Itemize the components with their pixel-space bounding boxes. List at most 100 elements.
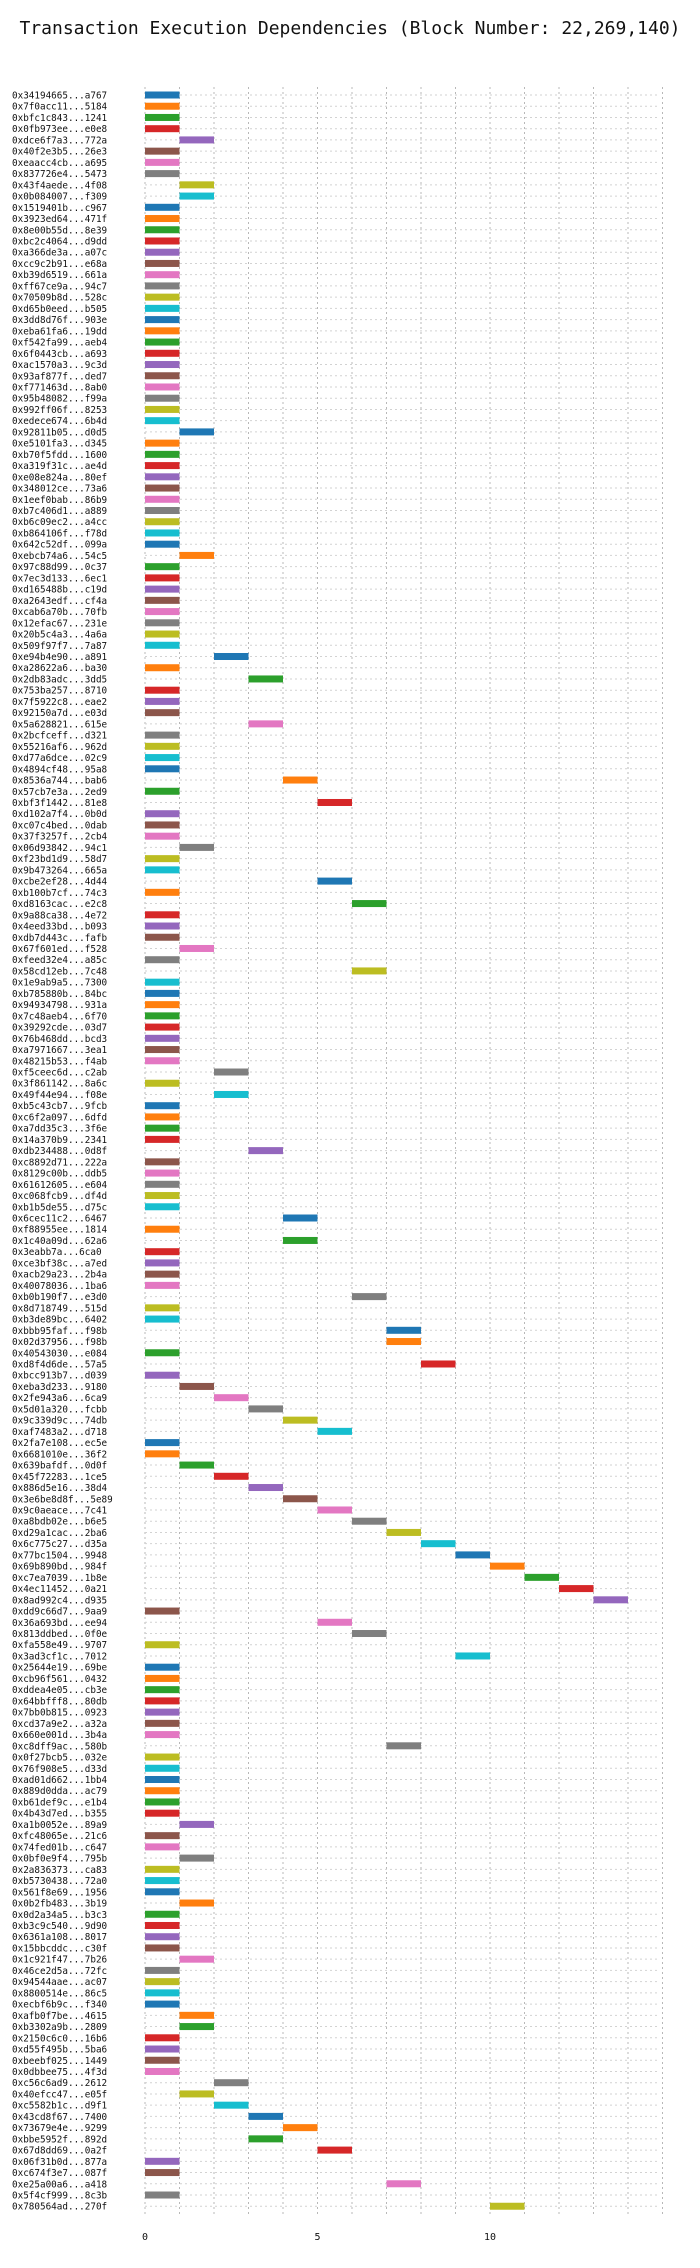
y-tick-label: 0x0b2fb483...3b19 [12,1899,107,1910]
transaction-bar [145,1259,180,1267]
transaction-bar [179,843,214,851]
transaction-bar [145,1776,180,1783]
transaction-bar [145,259,180,267]
transaction-bar [145,1169,180,1177]
y-tick-label: 0x6361a108...8017 [12,1932,107,1943]
transaction-bar [145,1607,180,1615]
y-tick-label: 0xf771463d...8ab0 [12,382,107,393]
y-tick-label: 0x94544aae...ac07 [12,1977,107,1988]
transaction-bar [145,1113,180,1121]
y-tick-label: 0xb70f5fdd...1600 [12,450,107,461]
y-tick-label: 0x660e001d...3b4a [12,1730,107,1741]
transaction-bar [248,2112,283,2120]
y-tick-label: 0xddea4e05...cb3e [12,1685,108,1696]
y-tick-label: 0x20b5c4a3...4a6a [12,630,107,641]
y-tick-label: 0x73679e4e...9299 [12,2123,107,2134]
y-tick-label: 0x3eabb7a...6ca0 [12,1247,102,1258]
y-tick-label: 0x0d2a34a5...b3c3 [12,1910,107,1921]
transaction-bar [145,1910,180,1918]
y-tick-label: 0xbf3f1442...81e8 [12,798,107,809]
y-tick-label: 0xb785880b...84bc [12,989,107,1000]
transaction-bar [145,372,180,380]
transaction-bar [145,1978,180,1986]
transaction-bar [145,1001,180,1009]
transaction-bar [145,596,180,604]
transaction-bar [386,1338,421,1346]
transaction-bar [145,1708,180,1716]
transaction-bar [145,1281,180,1289]
y-tick-label: 0x93af877f...ded7 [12,371,107,382]
y-tick-label: 0x992ff06f...8253 [12,405,107,416]
y-tick-label: 0x8e00b55d...8e39 [12,225,107,236]
y-tick-label: 0x6f0443cb...a693 [12,349,107,360]
y-tick-label: 0xc7ea7039...1b8e [12,1573,108,1584]
transaction-bar [145,1225,180,1233]
y-tick-label: 0x76b468dd...bcd3 [12,1034,107,1045]
transaction-bar [145,450,180,458]
y-tick-label: 0x61612605...e604 [12,1180,108,1191]
y-tick-label: 0x8d718749...515d [12,1303,107,1314]
transaction-bar [145,1023,180,1031]
transaction-bar [283,1236,318,1244]
y-tick-label: 0x12efac67...231e [12,618,108,629]
y-tick-label: 0xb3c9c540...9d90 [12,1921,107,1932]
transaction-bar [145,641,180,649]
y-tick-label: 0xce3bf38c...a7ed [12,1258,107,1269]
transaction-bar [559,1585,594,1593]
y-tick-label: 0xcab6a70b...70fb [12,607,108,618]
transaction-bar [145,473,180,481]
y-tick-label: 0xc674f3e7...087f [12,2168,107,2179]
transaction-bar [179,136,214,144]
transaction-bar [214,1090,249,1098]
transaction-bar [145,462,180,470]
transaction-bar [283,2124,318,2132]
y-tick-label: 0x2bcfceff...d321 [12,731,107,742]
y-tick-label: 0x45f72283...1ce5 [12,1472,107,1483]
y-tick-label: 0xe08e824a...80ef [12,472,107,483]
y-tick-label: 0xb61def9c...e1b4 [12,1797,108,1808]
transaction-bar [145,978,180,986]
y-tick-label: 0x9a88ca38...4e72 [12,910,107,921]
transaction-bar [317,877,352,885]
y-tick-label: 0xb1b5de55...d75c [12,1202,107,1213]
transaction-bar [145,2169,180,2177]
y-tick-label: 0x2fe943a6...6ca9 [12,1393,107,1404]
y-tick-label: 0xb100b7cf...74c3 [12,888,107,899]
transaction-bar [317,1427,352,1435]
transaction-bar [145,731,180,739]
y-tick-label: 0xd65b0eed...b505 [12,304,107,315]
y-tick-label: 0x7f0acc11...5184 [12,102,108,113]
transaction-bar [145,304,180,312]
y-tick-label: 0xc6f2a097...6dfd [12,1112,107,1123]
transaction-bar [145,1787,180,1795]
y-tick-label: 0xa7971667...3ea1 [12,1045,107,1056]
transaction-bar [352,1630,387,1638]
transaction-bar [145,697,180,705]
y-tick-label: 0x2150c6c0...16b6 [12,2033,107,2044]
transaction-bar [145,540,180,548]
y-tick-label: 0xd8f4d6de...57a5 [12,1359,107,1370]
transaction-bar [214,1394,249,1402]
transaction-bar [490,1562,525,1570]
transaction-bar [145,630,180,638]
transaction-bar [248,1405,283,1413]
y-tick-label: 0xfc48065e...21c6 [12,1831,107,1842]
y-tick-label: 0x1c921f47...7b26 [12,1955,107,1966]
transaction-bar [145,832,180,840]
y-tick-label: 0xd55f495b...5ba6 [12,2045,107,2056]
transaction-bar [145,1270,180,1278]
y-tick-label: 0x3f861142...8a6c [12,1079,107,1090]
y-tick-label: 0x3ad3cf1c...7012 [12,1651,107,1662]
y-tick-label: 0x40efcc47...e05f [12,2089,107,2100]
transaction-bar [145,574,180,582]
transaction-bar [145,709,180,717]
y-tick-label: 0x6681010e...36f2 [12,1449,107,1460]
y-tick-label: 0x74fed01b...c647 [12,1842,107,1853]
y-tick-label: 0x639bafdf...0d0f [12,1461,107,1472]
y-tick-label: 0xac1570a3...9c3d [12,360,107,371]
y-tick-label: 0xbbb95faf...f98b [12,1326,108,1337]
transaction-bar [179,1955,214,1963]
transaction-bar [317,798,352,806]
y-tick-label: 0x67d8dd69...0a2f [12,2146,107,2157]
y-tick-label: 0x4ec11452...0a21 [12,1584,107,1595]
